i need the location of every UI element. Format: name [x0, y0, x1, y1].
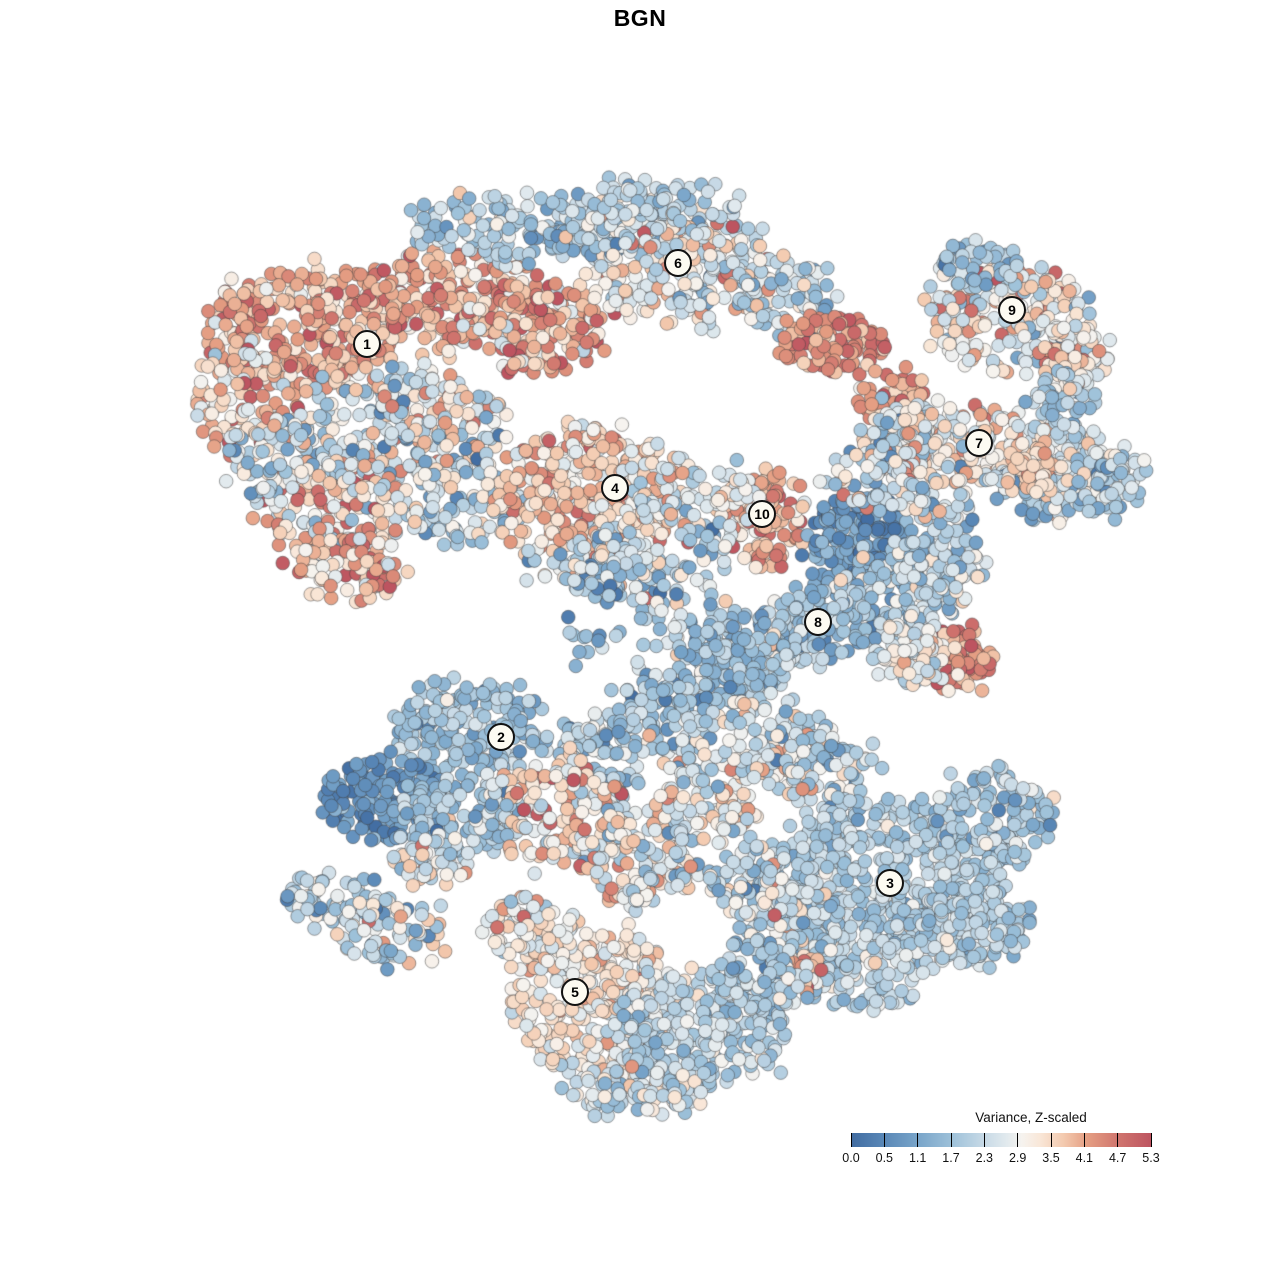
cluster-badge-10: 10	[748, 500, 776, 528]
cluster-badge-8: 8	[804, 608, 832, 636]
cluster-badge-2: 2	[487, 723, 515, 751]
cluster-badge-7: 7	[965, 429, 993, 457]
cluster-badge-4: 4	[601, 474, 629, 502]
cluster-badge-9: 9	[998, 296, 1026, 324]
cluster-badge-1: 1	[353, 330, 381, 358]
cluster-badge-3: 3	[876, 869, 904, 897]
cluster-badge-5: 5	[561, 978, 589, 1006]
cluster-badge-6: 6	[664, 249, 692, 277]
